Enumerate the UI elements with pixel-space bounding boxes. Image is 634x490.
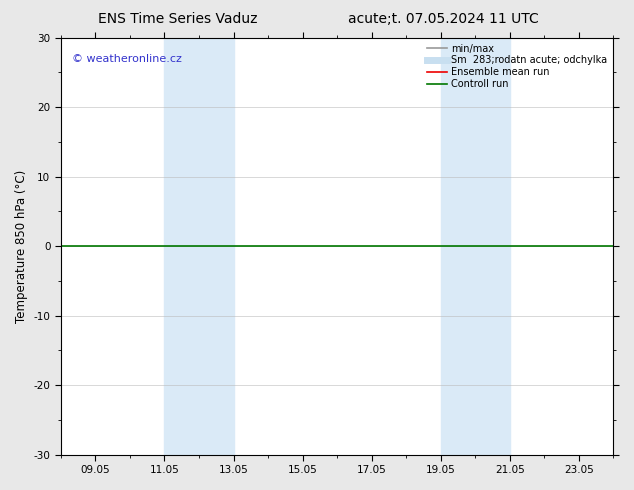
Text: acute;t. 07.05.2024 11 UTC: acute;t. 07.05.2024 11 UTC bbox=[349, 12, 539, 26]
Bar bbox=[441, 38, 510, 455]
Legend: min/max, Sm  283;rodatn acute; odchylka, Ensemble mean run, Controll run: min/max, Sm 283;rodatn acute; odchylka, … bbox=[424, 40, 612, 93]
Text: © weatheronline.cz: © weatheronline.cz bbox=[72, 54, 182, 64]
Text: ENS Time Series Vaduz: ENS Time Series Vaduz bbox=[98, 12, 257, 26]
Bar bbox=[164, 38, 233, 455]
Y-axis label: Temperature 850 hPa (°C): Temperature 850 hPa (°C) bbox=[15, 170, 28, 323]
